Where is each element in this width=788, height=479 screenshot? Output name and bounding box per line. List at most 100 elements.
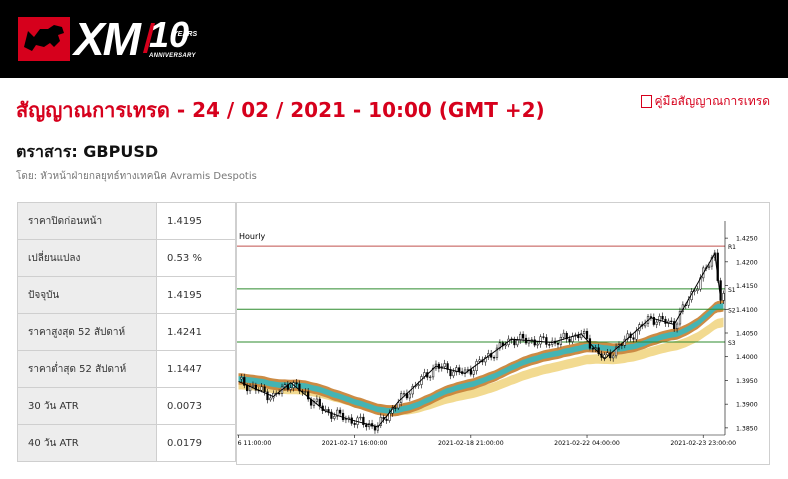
- candle-body: [417, 384, 420, 386]
- candle-body: [635, 330, 638, 340]
- anniversary-badge: 10 YEARS ANNIVERSARY: [142, 14, 209, 61]
- site-header: XM 10 YEARS ANNIVERSARY: [0, 0, 788, 78]
- candle-body: [652, 317, 655, 325]
- candle-body: [455, 367, 458, 373]
- xm-logo[interactable]: XM 10 YEARS ANNIVERSARY: [18, 14, 209, 64]
- candle-body: [548, 344, 551, 346]
- author-line: โดย: หัวหน้าฝ่ายกลยุทธ์ทางเทคนิค Avramis…: [16, 171, 257, 182]
- candle-body: [632, 337, 635, 340]
- candle-body: [353, 423, 356, 425]
- candle-body: [260, 386, 263, 391]
- candle-body: [513, 339, 516, 346]
- candle-body: [336, 409, 339, 417]
- candle-body: [545, 337, 548, 345]
- x-tick-label: 2021-02-16 11:00:00: [237, 440, 271, 447]
- candle-body: [472, 370, 475, 375]
- x-tick-label: 2021-02-23 23:00:00: [670, 440, 736, 447]
- candle-body: [458, 367, 461, 372]
- y-tick-label: 1.4000: [736, 354, 758, 361]
- candle-body: [452, 371, 455, 377]
- row-value: 0.0179: [156, 424, 236, 462]
- candle-body: [266, 391, 269, 401]
- candle-body: [362, 416, 365, 425]
- candle-body: [449, 369, 452, 377]
- candle-body: [429, 376, 432, 378]
- candle-body: [707, 265, 711, 269]
- candle-body: [408, 393, 411, 399]
- x-tick-label: 2021-02-17 16:00:00: [322, 440, 388, 447]
- candle-body: [298, 383, 301, 392]
- row-value: 1.4241: [156, 313, 236, 351]
- candle-body: [251, 384, 255, 387]
- candle-body: [304, 391, 307, 393]
- candle-body: [696, 288, 699, 291]
- candle-body: [484, 357, 487, 363]
- candle-body: [315, 398, 319, 402]
- y-tick-label: 1.4200: [736, 259, 758, 266]
- row-label: ราคาปิดก่อนหน้า: [17, 202, 157, 240]
- row-value: 0.53 %: [156, 239, 236, 277]
- row-value: 0.0073: [156, 387, 236, 425]
- candle-body: [539, 336, 542, 345]
- level-label-r1: R1: [728, 244, 736, 251]
- chart-svg: R1 S1 S2 S3 1.4250 1.4200 1.4150 1.4100 1.4050 1…: [206, 221, 758, 447]
- signal-guide-link[interactable]: คู่มือสัญญาณการเทรด: [640, 92, 770, 111]
- candle-body: [655, 321, 658, 325]
- anniversary-years: YEARS: [173, 31, 198, 38]
- candle-body: [295, 382, 298, 385]
- candle-body: [376, 425, 380, 431]
- table-row: ราคาสูงสุด 52 สัปดาห์ 1.4241: [17, 313, 236, 351]
- candle-body: [673, 321, 676, 329]
- row-label: ปัจจุบัน: [17, 276, 157, 314]
- table-row: ปัจจุบัน 1.4195: [17, 276, 236, 314]
- row-label: ราคาต่ำสุด 52 สัปดาห์: [17, 350, 157, 388]
- candle-body: [402, 393, 406, 395]
- candle-body: [379, 416, 382, 426]
- candle-body: [519, 333, 522, 341]
- candle-body: [678, 311, 682, 325]
- candle-body: [661, 315, 664, 320]
- y-tick-label: 1.3950: [736, 378, 758, 385]
- candle-body: [495, 347, 499, 358]
- candle-body: [516, 339, 519, 346]
- candle-body: [559, 336, 563, 345]
- row-value: 1.1447: [156, 350, 236, 388]
- row-label: 40 วัน ATR: [17, 424, 157, 462]
- candle-body: [603, 354, 606, 358]
- zigzag-line: [238, 251, 722, 428]
- candle-body: [614, 346, 618, 357]
- candle-body: [394, 407, 397, 409]
- candle-body: [289, 387, 292, 390]
- instrument-heading: ตราสาร: GBPUSD: [16, 142, 159, 161]
- anniversary-number: 10: [149, 14, 190, 55]
- y-tick-label: 1.3900: [736, 402, 758, 409]
- candle-body: [277, 392, 281, 395]
- candle-body: [492, 357, 496, 359]
- candle-body: [504, 344, 507, 347]
- candle-body: [365, 424, 368, 428]
- candle-body: [542, 336, 545, 338]
- row-label: ราคาสูงสุด 52 สัปดาห์: [17, 313, 157, 351]
- candle-body: [556, 342, 560, 345]
- candle-body: [269, 397, 272, 401]
- level-label-s1: S1: [728, 287, 736, 294]
- candle-body: [341, 412, 345, 421]
- y-tick-label: 1.4050: [736, 331, 758, 338]
- candle-body: [385, 418, 388, 421]
- candle-body: [675, 323, 679, 329]
- chart-title: Hourly: [239, 232, 265, 241]
- candle-body: [240, 377, 243, 380]
- table-row: ราคาปิดก่อนหน้า 1.4195: [17, 202, 236, 240]
- candle-body: [443, 363, 446, 367]
- row-value: 1.4195: [156, 276, 236, 314]
- candle-body: [333, 416, 336, 419]
- candle-body: [243, 377, 246, 386]
- table-row: เปลี่ยนแปลง 0.53 %: [17, 239, 236, 277]
- candle-body: [490, 353, 493, 358]
- candle-body: [466, 369, 470, 371]
- candle-body: [670, 320, 673, 323]
- candle-body: [246, 385, 249, 392]
- page-title: สัญญาณการเทรด - 24 / 02 / 2021 - 10:00 (…: [16, 98, 545, 122]
- pdf-icon: [640, 95, 652, 108]
- candle-body: [397, 402, 400, 409]
